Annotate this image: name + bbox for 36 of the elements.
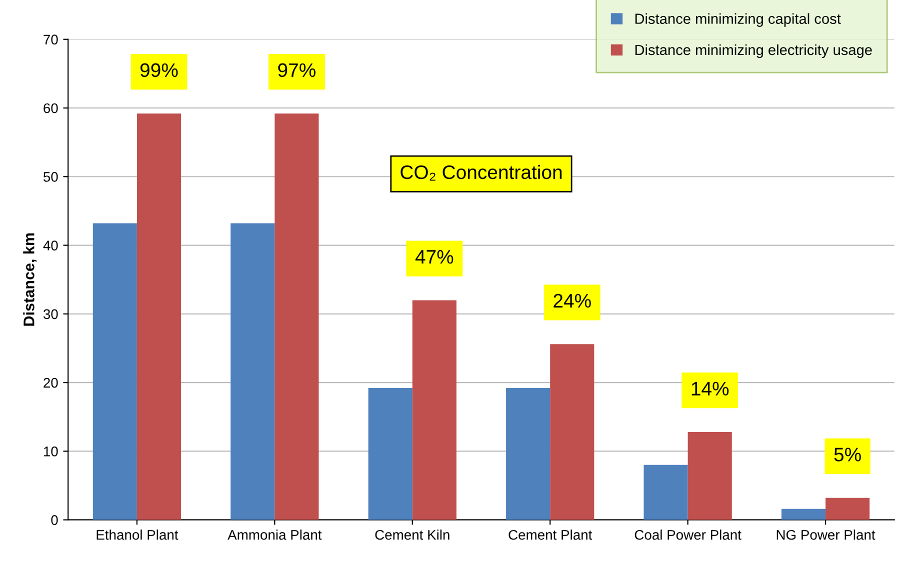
y-tick-label: 20 — [44, 378, 58, 388]
x-tick-label: Cement Plant — [508, 530, 592, 540]
annotation: 47% — [415, 250, 454, 264]
annotation: 5% — [834, 448, 861, 462]
legend-label: Distance minimizing electricity usage — [635, 44, 872, 58]
y-tick-label: 0 — [51, 515, 58, 526]
bar — [136, 113, 182, 520]
bar — [506, 388, 550, 520]
x-tick-label: Ethanol Plant — [96, 530, 178, 540]
y-tick-label: 70 — [44, 34, 58, 45]
bar — [781, 508, 826, 520]
bar — [644, 464, 688, 520]
annotation: CO₂ Concentration — [400, 164, 562, 181]
x-tick-label: Ammonia Plant — [228, 530, 322, 540]
y-tick-label: 50 — [43, 172, 58, 182]
y-tick-label: 10 — [44, 446, 58, 456]
y-tick-label: 40 — [43, 240, 58, 250]
bar — [368, 388, 412, 520]
x-tick-label: Coal Power Plant — [634, 530, 742, 540]
bar — [550, 344, 594, 520]
x-tick-label: NG Power Plant — [776, 530, 876, 540]
bar — [688, 432, 732, 520]
legend-label: Distance minimizing capital cost — [635, 13, 841, 27]
x-tick-label: Cement Kiln — [375, 530, 450, 540]
annotation: 14% — [692, 382, 729, 396]
y-tick-label: 60 — [44, 103, 58, 114]
annotation: 24% — [554, 294, 591, 308]
bar — [826, 498, 870, 520]
annotation: 97% — [278, 63, 316, 78]
y-axis-title: Distance, km — [23, 233, 37, 326]
bar — [412, 300, 456, 520]
bar — [92, 223, 137, 520]
y-tick-label: 30 — [43, 309, 58, 320]
annotation: 99% — [140, 63, 178, 78]
bar — [230, 223, 275, 520]
bar — [274, 113, 319, 520]
